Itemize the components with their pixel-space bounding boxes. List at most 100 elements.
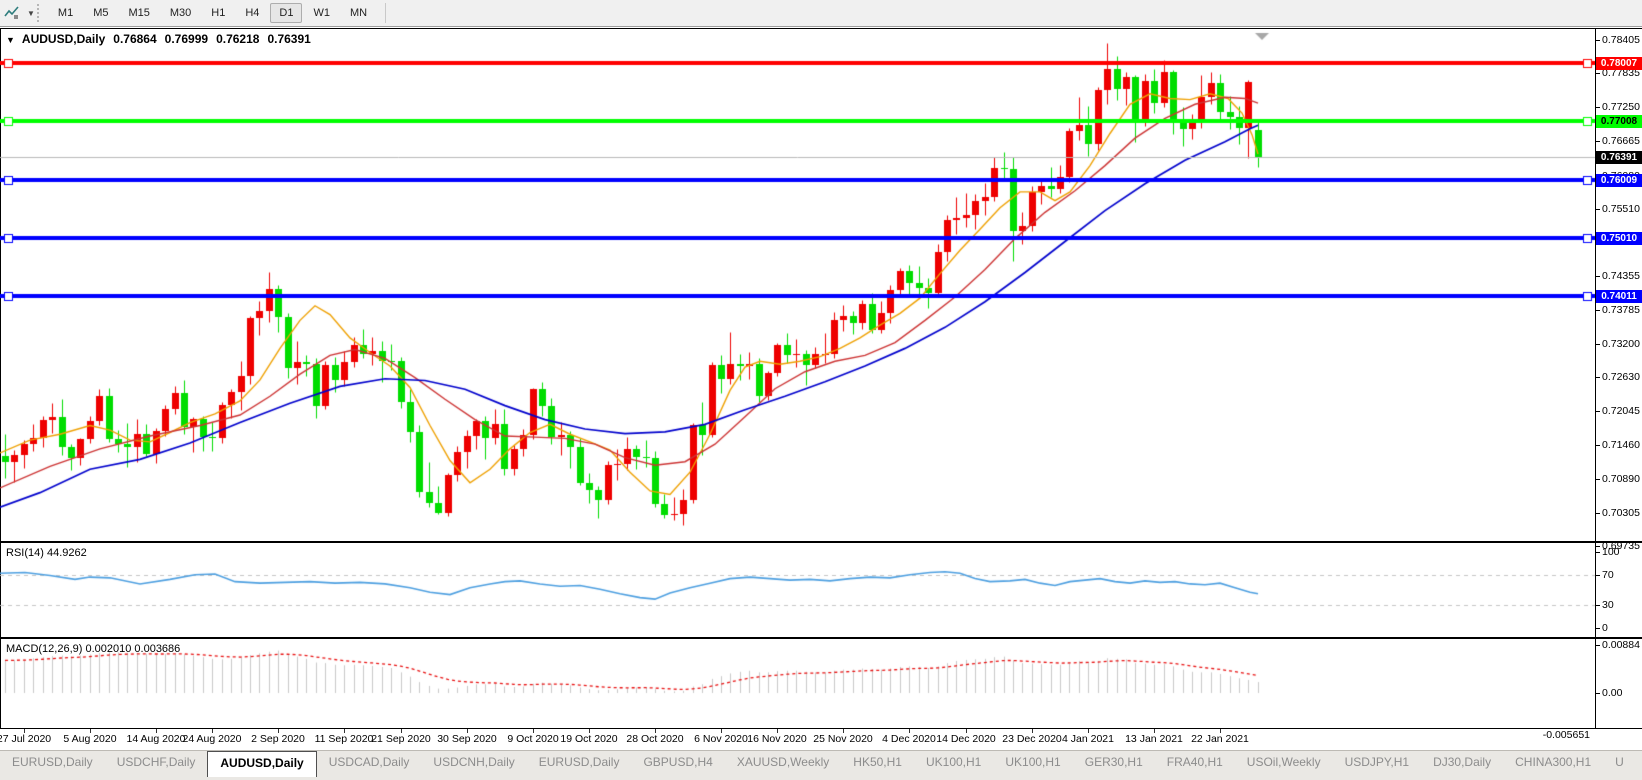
chart-tool-icon[interactable] [4, 5, 20, 21]
axis-tick [1595, 310, 1600, 311]
macd-tick-label: 0.00884 [1602, 639, 1640, 651]
chart-tab-USDCAD-Daily[interactable]: USDCAD,Daily [328, 755, 410, 769]
toolbar-separator [385, 3, 387, 23]
chevron-down-icon[interactable]: ▼ [27, 8, 35, 18]
timeframe-button-MN[interactable]: MN [349, 7, 368, 19]
price-chart-canvas[interactable] [0, 29, 1595, 541]
axis-tick [1595, 445, 1600, 446]
price-line-badge: 0.77008 [1596, 115, 1642, 128]
chart-window-border [0, 28, 1642, 29]
date-tick-label: 30 Sep 2020 [437, 733, 497, 745]
chart-tab-FRA40-H1[interactable]: FRA40,H1 [1166, 755, 1223, 769]
date-tick-label: 9 Oct 2020 [507, 733, 559, 745]
date-tick-label: 6 Nov 2020 [694, 733, 748, 745]
timeframe-button-M5[interactable]: M5 [93, 7, 109, 19]
date-tick-label: 14 Aug 2020 [126, 733, 186, 745]
price-tick-label: 0.73200 [1602, 338, 1640, 350]
date-tick [966, 729, 967, 733]
chart-tab-HK50-H1[interactable]: HK50,H1 [853, 755, 902, 769]
axis-tick [1595, 628, 1600, 629]
macd-indicator-label: MACD(12,26,9) 0.002010 0.003686 [6, 643, 181, 655]
chart-tool-icon-glyph [4, 6, 19, 19]
rsi-tick-label: 0 [1602, 622, 1608, 634]
toolbar-grip-handle[interactable] [36, 4, 42, 22]
ohlc-open: 0.76864 [113, 32, 157, 46]
price-tick-label: 0.70305 [1602, 507, 1640, 519]
axis-tick [1595, 344, 1600, 345]
rsi-tick-label: 30 [1602, 599, 1614, 611]
ohlc-low: 0.76218 [216, 32, 260, 46]
axis-tick [1595, 73, 1600, 74]
panel-separator[interactable] [0, 637, 1642, 639]
rsi-panel-canvas[interactable] [0, 543, 1595, 637]
price-tick-label: 0.72045 [1602, 405, 1640, 417]
axis-tick [1595, 107, 1600, 108]
price-line-badge: 0.76009 [1596, 174, 1642, 187]
chart-tab-UK100-H1[interactable]: UK100,H1 [1005, 755, 1061, 769]
date-tick [156, 729, 157, 733]
tab-scroll-arrows: ◄► [1636, 751, 1642, 775]
chart-collapse-icon[interactable]: ▼ [6, 35, 15, 45]
price-tick-label: 0.78405 [1602, 34, 1640, 46]
macd-tick-label: 0.00 [1602, 687, 1623, 699]
axis-tick [1595, 645, 1600, 646]
chart-tab-AUDUSD-Daily[interactable]: AUDUSD,Daily [207, 751, 317, 777]
axis-tick [1595, 209, 1600, 210]
date-tick [655, 729, 656, 733]
date-tick-label: 14 Dec 2020 [936, 733, 996, 745]
date-tick-label: 19 Oct 2020 [560, 733, 618, 745]
date-tick-label: 23 Dec 2020 [1002, 733, 1062, 745]
date-tick [1220, 729, 1221, 733]
chart-tab-UK100-H1[interactable]: UK100,H1 [925, 755, 982, 769]
macd-axis-min-label: -0.005651 [1542, 729, 1590, 741]
timeframe-button-M30[interactable]: M30 [169, 7, 192, 19]
chart-tab-GBPUSD-H4[interactable]: GBPUSD,H4 [643, 755, 713, 769]
timeframe-button-W1[interactable]: W1 [313, 7, 330, 19]
chart-tab-U[interactable]: U [1615, 755, 1624, 769]
chart-tab-CHINA300-H1[interactable]: CHINA300,H1 [1515, 755, 1592, 769]
chart-tab-USDCNH-Daily[interactable]: USDCNH,Daily [433, 755, 515, 769]
date-tick [278, 729, 279, 733]
axis-tick [1595, 141, 1600, 142]
date-tick-label: 11 Sep 2020 [314, 733, 374, 745]
rsi-tick-label: 70 [1602, 569, 1614, 581]
current-price-badge: 0.76391 [1596, 151, 1642, 164]
chart-tab-USDCHF-Daily[interactable]: USDCHF,Daily [116, 755, 196, 769]
chart-symbol: AUDUSD,Daily [21, 32, 106, 46]
chart-title: ▼ AUDUSD,Daily 0.76864 0.76999 0.76218 0.7639… [6, 32, 311, 46]
date-tick [909, 729, 910, 733]
timeframe-button-H4[interactable]: H4 [245, 7, 260, 19]
date-tick-label: 4 Jan 2021 [1062, 733, 1114, 745]
axis-tick [1595, 479, 1600, 480]
timeframe-button-M1[interactable]: M1 [57, 7, 74, 19]
date-tick [721, 729, 722, 733]
timeframe-button-D1[interactable]: D1 [270, 3, 303, 23]
price-tick-label: 0.69735 [1602, 540, 1640, 552]
chart-tab-USOil-Weekly[interactable]: USOil,Weekly [1246, 755, 1321, 769]
tab-scroll-left-icon[interactable]: ◄ [1636, 758, 1642, 769]
timeframe-toolbar: ▼ M1 M5 M15 M30 H1 H4 D1 W1 MN [0, 0, 1642, 27]
date-tick [1032, 729, 1033, 733]
macd-panel-canvas[interactable] [0, 639, 1595, 728]
chart-tab-XAUUSD-Weekly[interactable]: XAUUSD,Weekly [736, 755, 830, 769]
chart-tab-GER30-H1[interactable]: GER30,H1 [1084, 755, 1143, 769]
date-tick-label: 25 Nov 2020 [813, 733, 873, 745]
chart-tab-EURUSD-Daily[interactable]: EURUSD,Daily [538, 755, 620, 769]
timeframe-button-H1[interactable]: H1 [211, 7, 226, 19]
price-line-badge: 0.75010 [1596, 232, 1642, 245]
chart-tab-DJ30-Daily[interactable]: DJ30,Daily [1433, 755, 1492, 769]
price-tick-label: 0.76665 [1602, 135, 1640, 147]
panel-separator [0, 728, 1642, 729]
date-tick-label: 2 Sep 2020 [251, 733, 305, 745]
timeframe-button-M15[interactable]: M15 [128, 7, 150, 19]
axis-tick [1595, 377, 1600, 378]
chart-tab-USDJPY-H1[interactable]: USDJPY,H1 [1344, 755, 1410, 769]
ohlc-high: 0.76999 [164, 32, 209, 46]
price-line-badge: 0.74011 [1596, 290, 1642, 303]
chart-tab-EURUSD-Daily[interactable]: EURUSD,Daily [12, 755, 93, 769]
date-tick-label: 28 Oct 2020 [626, 733, 684, 745]
panel-separator[interactable] [0, 541, 1642, 543]
date-tick [1154, 729, 1155, 733]
date-tick [212, 729, 213, 733]
